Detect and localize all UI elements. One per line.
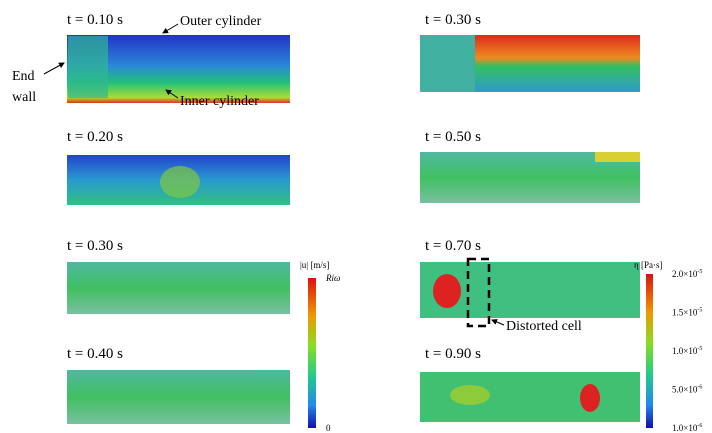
highlight-box [466, 257, 491, 328]
panel-label: t = 0.90 s [425, 346, 481, 362]
tick-mantissa: 1.0×10 [672, 423, 698, 433]
colorbar-label: 1.0×10-6 [672, 423, 702, 433]
tick-exponent: -6 [697, 423, 702, 429]
tick-mantissa: 5.0×10 [672, 385, 698, 395]
tick-exponent: -5 [697, 308, 702, 314]
panel-label: t = 0.10 s [67, 12, 123, 28]
tick-exponent: -6 [697, 385, 702, 391]
annotation: Distorted cell [506, 319, 582, 334]
arrow [165, 89, 179, 99]
tick-mantissa: 1.0×10 [672, 346, 698, 356]
colorbar [308, 278, 316, 428]
panel-label: t = 0.30 s [425, 12, 481, 28]
colorbar-label: 1.0×10-5 [672, 346, 702, 356]
colorbar-title: |u| [m/s] [300, 260, 329, 270]
panel-label: t = 0.70 s [425, 238, 481, 254]
arrow [43, 62, 65, 75]
colorbar-label: 0 [326, 423, 331, 433]
tick-mantissa: 2.0×10 [672, 269, 698, 279]
annotation: End [12, 69, 35, 84]
panel-label: t = 0.40 s [67, 346, 123, 362]
colorbar-title: η [Pa·s] [634, 260, 662, 270]
panel-label: t = 0.20 s [67, 129, 123, 145]
annotation: Inner cylinder [180, 94, 259, 109]
arrow [491, 319, 505, 326]
tick-exponent: -5 [697, 269, 702, 275]
colorbar [646, 274, 653, 428]
tick-exponent: -5 [697, 346, 702, 352]
annotation: Outer cylinder [180, 14, 262, 29]
panel-label: t = 0.30 s [67, 238, 123, 254]
panel-label: t = 0.50 s [425, 129, 481, 145]
panel-image [420, 35, 640, 422]
colorbar-label: 5.0×10-6 [672, 385, 702, 395]
colorbar-label: Riω [325, 273, 340, 283]
tick-mantissa: 1.5×10 [672, 308, 698, 318]
panel-image [67, 35, 290, 424]
colorbar-ticks: 2.0×10-51.5×10-51.0×10-55.0×10-61.0×10-6 [672, 269, 702, 433]
arrow [162, 23, 179, 34]
colorbar-label: 2.0×10-5 [672, 269, 702, 279]
colorbar-label: 1.5×10-5 [672, 308, 702, 318]
annotation: wall [12, 90, 36, 105]
